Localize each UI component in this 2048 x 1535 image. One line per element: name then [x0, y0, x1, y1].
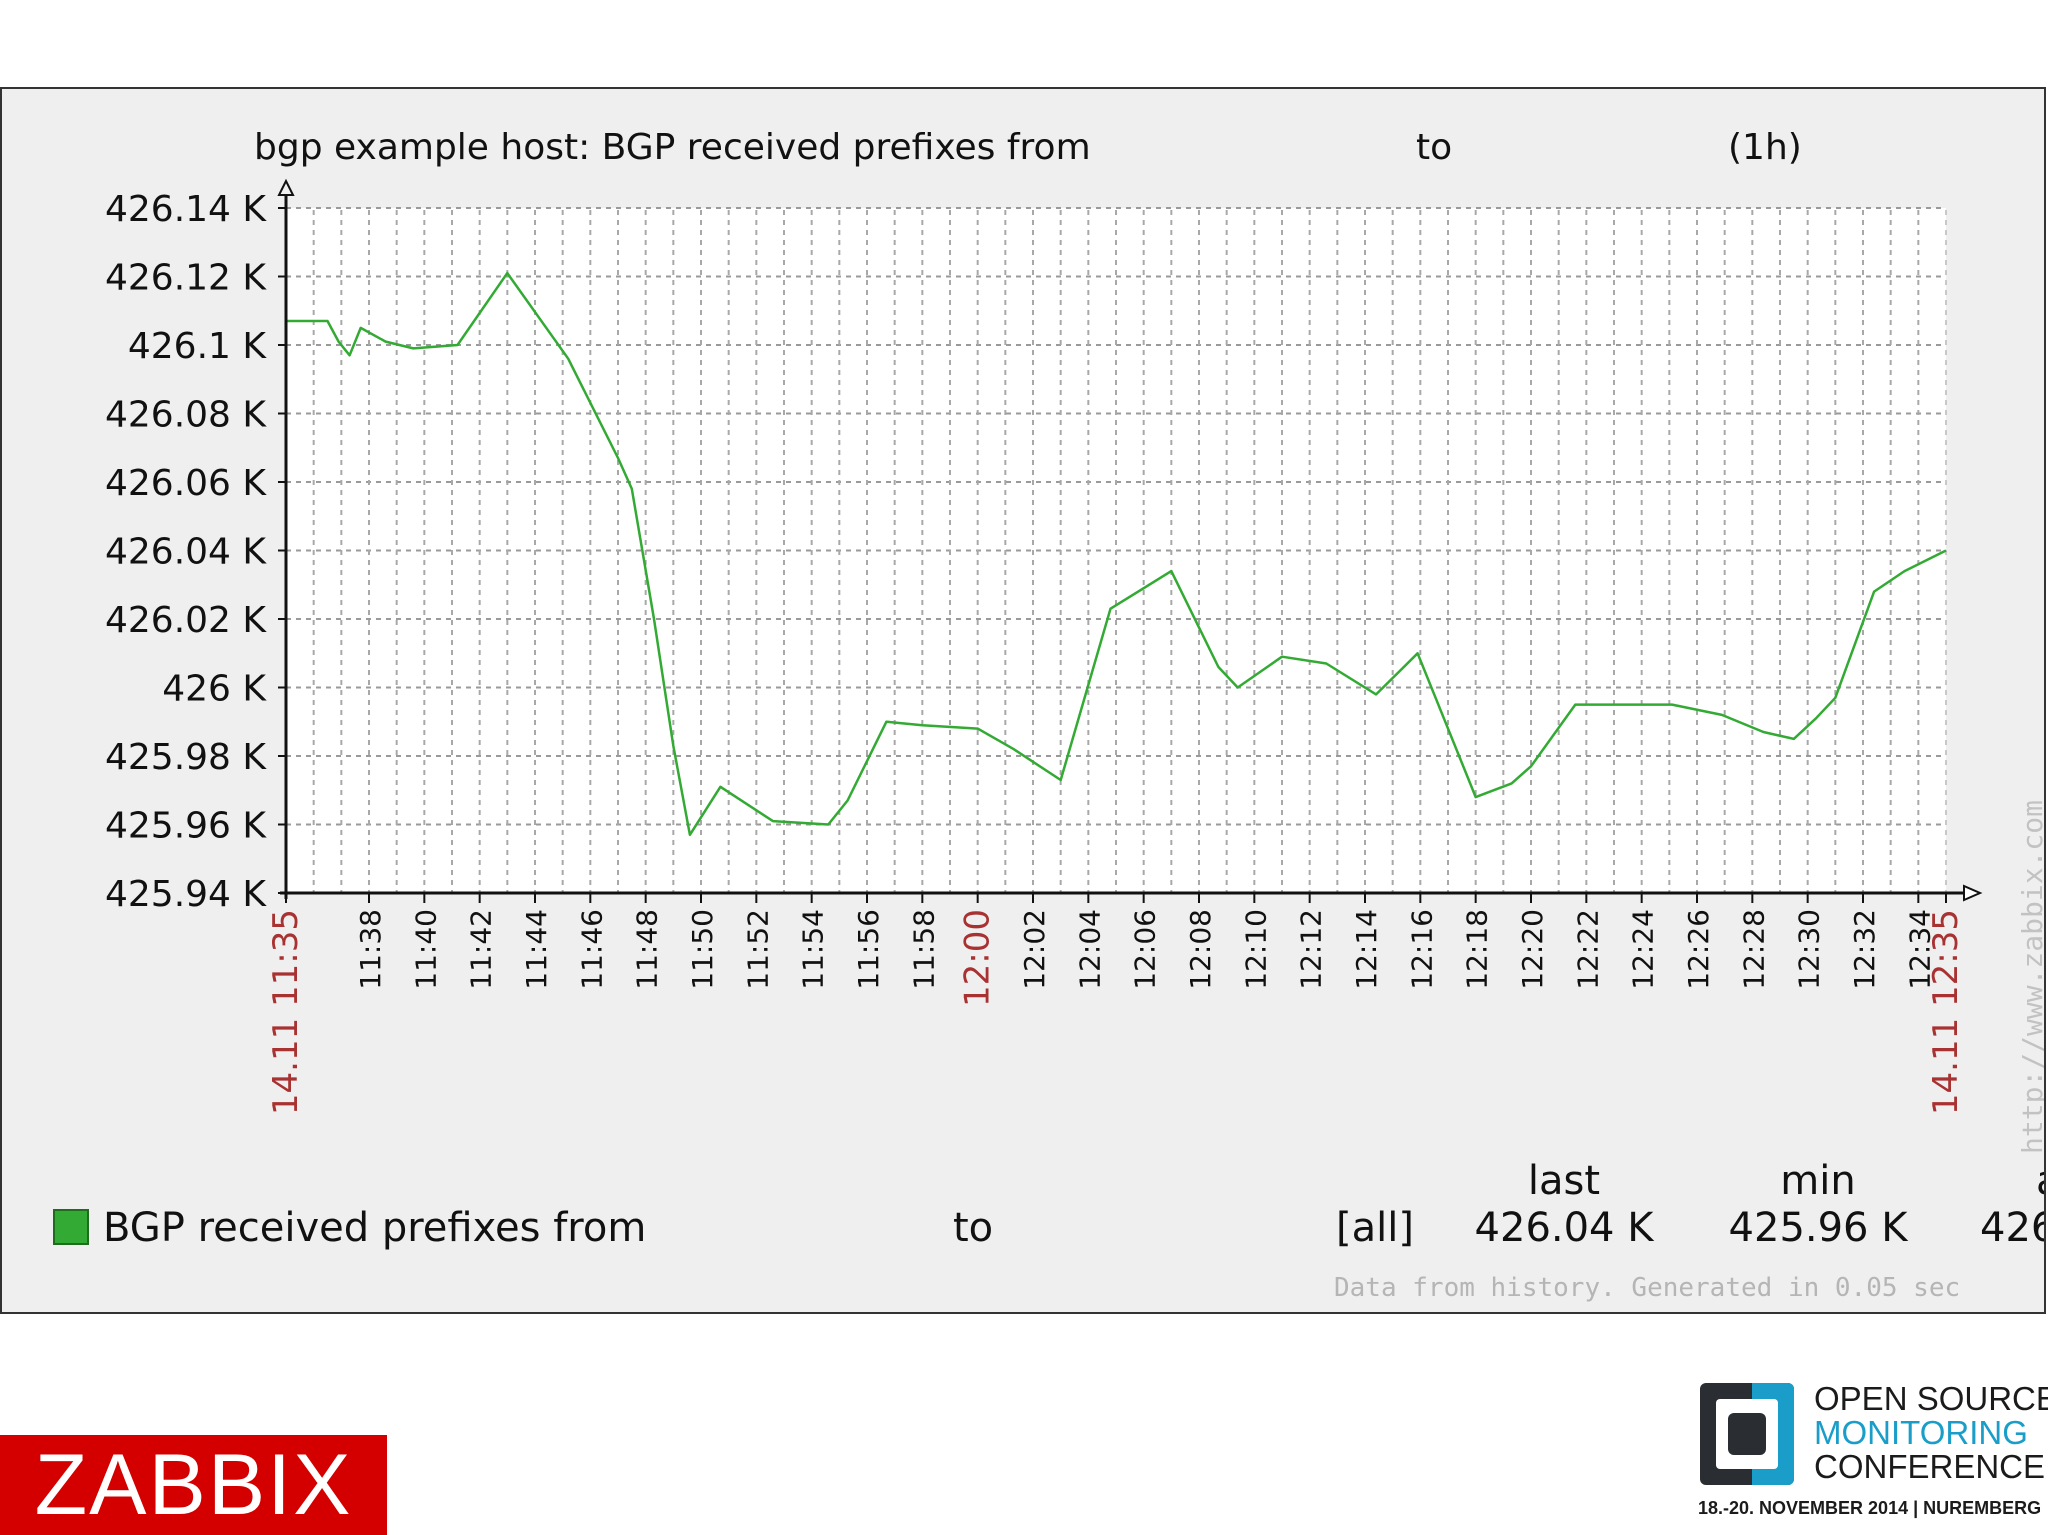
x-tick-label: 12:06	[1129, 909, 1162, 990]
x-tick-label: 11:38	[354, 909, 387, 990]
footer-generated-text: Data from history. Generated in 0.05 sec	[1334, 1273, 1960, 1303]
y-tick-label: 426.14 K	[105, 189, 267, 230]
chart-title-part1: bgp example host: BGP received prefixes …	[254, 127, 1091, 168]
x-tick-label-highlight: 14.11 11:35	[266, 909, 306, 1115]
osmc-logo: OPEN SOURCE MONITORING CONFERENCE 18.-20…	[1698, 1380, 2048, 1530]
x-tick-label: 12:08	[1184, 909, 1217, 990]
x-tick-label: 12:24	[1627, 909, 1660, 990]
x-tick-label-highlight: 14.11 12:35	[1926, 909, 1966, 1115]
series-line-group	[286, 271, 1947, 837]
graph-panel: bgp example host: BGP received prefixes …	[0, 87, 2046, 1314]
y-tick-label: 426.1 K	[128, 326, 268, 367]
x-tick-label: 12:16	[1405, 909, 1438, 990]
y-tick-label: 426.04 K	[105, 532, 267, 573]
series-line	[286, 271, 1947, 837]
x-tick-label: 12:02	[1018, 909, 1051, 990]
zabbix-logo: ZABBIX	[0, 1435, 387, 1535]
watermark-url: http://www.zabbix.com	[2016, 800, 2044, 1154]
y-axis-arrow-icon	[277, 178, 295, 196]
y-tick-label: 426.12 K	[105, 258, 267, 299]
grid-lines	[278, 207, 1947, 903]
x-tick-label: 11:44	[520, 909, 553, 990]
legend-avg-value: 426	[1980, 1205, 2044, 1251]
legend-label: BGP received prefixes from	[103, 1205, 646, 1251]
legend-avg-header: a	[2036, 1158, 2044, 1204]
x-tick-label: 11:48	[631, 909, 664, 990]
y-tick-label: 425.98 K	[105, 737, 267, 778]
chart-title-part3: (1h)	[1728, 127, 1802, 168]
x-tick-label: 11:58	[907, 909, 940, 990]
legend-swatch	[53, 1209, 89, 1245]
x-axis-arrow-icon	[1963, 884, 1983, 902]
x-tick-label: 12:28	[1737, 909, 1770, 990]
y-tick-label: 425.94 K	[105, 874, 267, 915]
x-tick-label: 11:40	[409, 909, 442, 990]
x-tick-label: 11:56	[852, 909, 885, 990]
osmc-logo-icon	[1700, 1383, 1794, 1485]
y-tick-label: 426.08 K	[105, 395, 267, 436]
y-tick-labels: 426.14 K 426.12 K 426.1 K 426.08 K 426.06 K 4…	[105, 189, 267, 915]
x-tick-label: 12:22	[1571, 909, 1604, 990]
x-tick-label: 12:12	[1295, 909, 1328, 990]
x-tick-label: 11:54	[797, 909, 830, 990]
x-tick-label: 12:14	[1350, 909, 1383, 990]
legend-min-value: 425.96 K	[1729, 1205, 1910, 1251]
x-tick-label: 12:10	[1239, 909, 1272, 990]
legend-func: [all]	[1336, 1205, 1414, 1251]
y-tick-label: 426.02 K	[105, 600, 267, 641]
legend-min-header: min	[1780, 1158, 1855, 1204]
x-tick-label: 12:18	[1461, 909, 1494, 990]
legend-last-header: last	[1528, 1158, 1600, 1204]
chart-title-part2: to	[1416, 127, 1452, 168]
osmc-date: 18.-20. NOVEMBER 2014 | NUREMBERG	[1698, 1498, 2042, 1518]
x-tick-label: 11:50	[686, 909, 719, 990]
x-tick-label: 11:52	[741, 909, 774, 990]
x-tick-label: 12:30	[1793, 909, 1826, 990]
osmc-line2: MONITORING	[1814, 1414, 2028, 1451]
x-tick-label: 12:34	[1903, 909, 1936, 990]
x-tick-label: 12:04	[1073, 909, 1106, 990]
x-tick-label: 11:42	[465, 909, 498, 990]
x-tick-label-highlight: 12:00	[958, 909, 998, 1007]
x-tick-label: 11:46	[575, 909, 608, 990]
osmc-line1: OPEN SOURCE	[1814, 1380, 2048, 1417]
x-tick-label: 12:32	[1848, 909, 1881, 990]
legend-last-value: 426.04 K	[1475, 1205, 1656, 1251]
osmc-line3: CONFERENCE	[1814, 1448, 2046, 1485]
y-tick-label: 425.96 K	[105, 806, 267, 847]
legend-to-label: to	[953, 1205, 993, 1251]
x-tick-label: 12:26	[1682, 909, 1715, 990]
x-tick-labels: 14.11 11:35 11:38 11:40 11:42 11:44 11:46 11:4…	[266, 909, 1966, 1115]
y-tick-label: 426 K	[162, 669, 267, 710]
y-tick-label: 426.06 K	[105, 463, 267, 504]
bgp-prefixes-chart: bgp example host: BGP received prefixes …	[53, 127, 2044, 1303]
x-tick-label: 12:20	[1516, 909, 1549, 990]
